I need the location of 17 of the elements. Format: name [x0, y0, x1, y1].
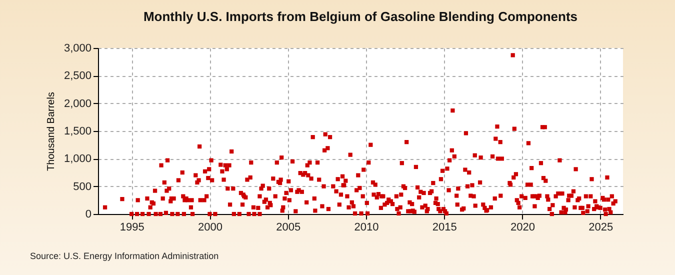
x-tick-label: 2010	[354, 222, 379, 234]
x-tick-label: 1995	[120, 222, 144, 234]
y-tick-label: 500	[73, 180, 92, 193]
y-tick-label: 2,500	[64, 70, 92, 82]
y-tick-label: 2,000	[64, 98, 92, 110]
y-tick-label: 1,000	[64, 153, 92, 166]
y-tick-label: 3,000	[64, 42, 92, 54]
x-tick-label: 2025	[588, 222, 614, 234]
x-tick-label: 2015	[432, 222, 457, 234]
y-axis-title: Thousand Barrels	[46, 92, 57, 171]
y-tick-label: 0	[85, 208, 92, 220]
source-note: Source: U.S. Energy Information Administration	[30, 251, 219, 261]
y-tick-label: 1,500	[64, 126, 92, 138]
x-tick-label: 2005	[276, 222, 301, 234]
x-tick-label: 2000	[198, 222, 222, 234]
x-tick-label: 2020	[510, 222, 535, 234]
chart-title: Monthly U.S. Imports from Belgium of Gasoline Blending Components	[143, 9, 578, 24]
